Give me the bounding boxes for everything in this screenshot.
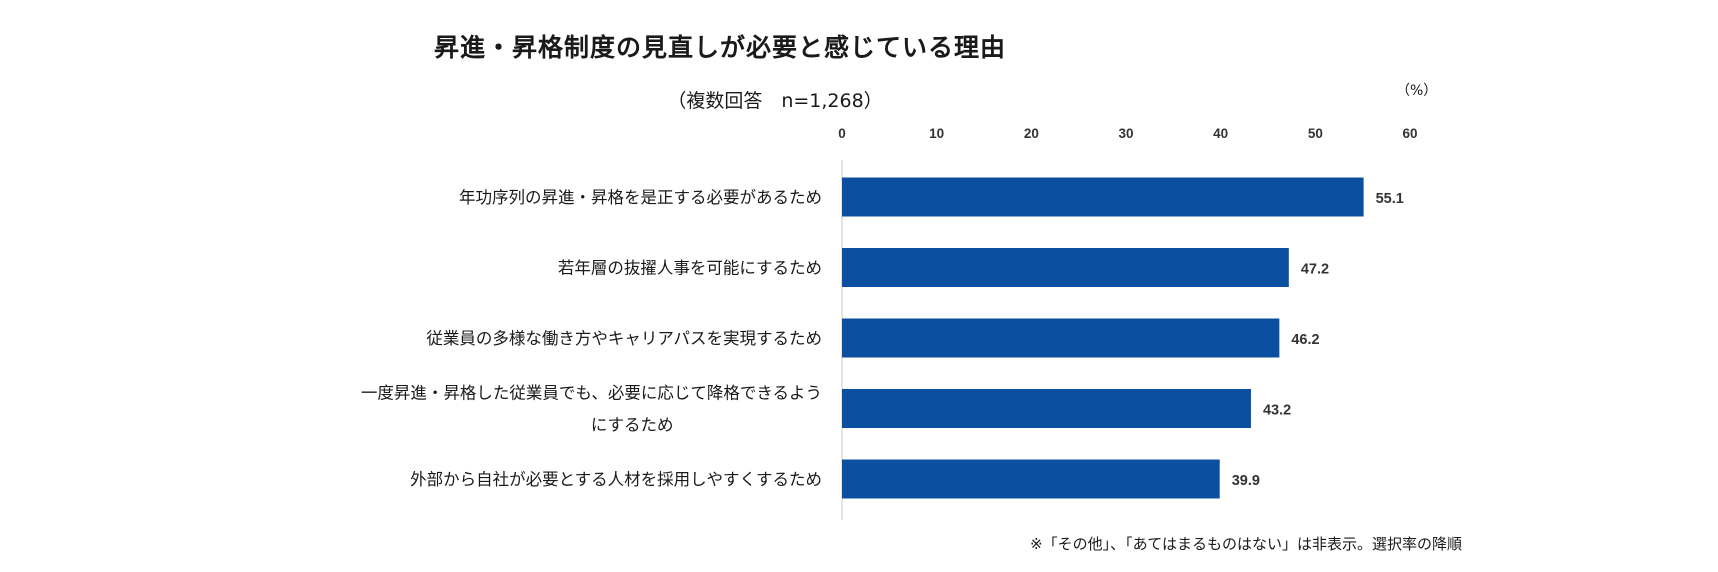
value-label: 55.1 [1376, 191, 1404, 207]
category-label: 年功序列の昇進・昇格を是正する必要があるため [459, 188, 822, 207]
bar [842, 389, 1251, 428]
x-axis-ticks: 0 10 20 30 40 50 60 [838, 126, 1417, 141]
x-tick-label: 30 [1118, 126, 1133, 141]
chart-subtitle: （複数回答 n=1,268） [667, 90, 883, 112]
bar [842, 459, 1220, 499]
value-labels: 55.1 47.2 46.2 43.2 39.9 [1232, 191, 1404, 489]
category-label: 一度昇進・昇格した従業員でも、必要に応じて降格できるよう [361, 384, 822, 403]
category-label: にするため [591, 416, 674, 435]
value-label: 39.9 [1232, 473, 1260, 489]
value-label: 46.2 [1291, 332, 1319, 348]
value-label: 43.2 [1263, 403, 1291, 419]
footnote: ※「その他」、「あてはまるものはない」は非表示。選択率の降順 [1030, 535, 1462, 553]
bar [842, 318, 1280, 358]
x-tick-label: 20 [1024, 126, 1039, 141]
x-tick-label: 0 [838, 126, 846, 141]
x-tick-label: 50 [1308, 126, 1323, 141]
x-tick-label: 40 [1213, 126, 1228, 141]
category-label: 若年層の抜擢人事を可能にするため [558, 259, 822, 278]
bar [842, 248, 1289, 287]
x-tick-label: 10 [929, 126, 944, 141]
chart-title: 昇進・昇格制度の見直しが必要と感じている理由 [433, 33, 1006, 62]
bar [842, 177, 1364, 217]
category-label: 従業員の多様な働き方やキャリアパスを実現するため [426, 329, 822, 348]
category-label: 外部から自社が必要とする人材を採用しやすくするため [410, 470, 822, 489]
value-label: 47.2 [1301, 262, 1329, 278]
x-tick-label: 60 [1402, 126, 1417, 141]
unit-label: （%） [1396, 83, 1438, 99]
bars [842, 177, 1364, 499]
category-labels: 年功序列の昇進・昇格を是正する必要があるため若年層の抜擢人事を可能にするため従業… [361, 188, 822, 489]
